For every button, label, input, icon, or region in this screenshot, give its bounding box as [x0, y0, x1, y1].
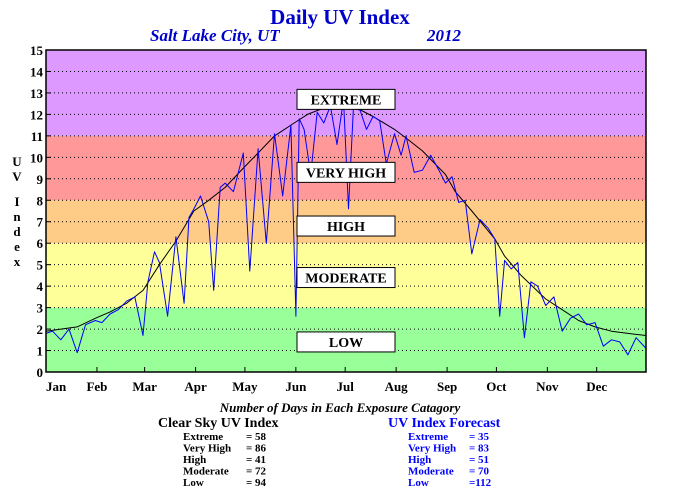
category-label-group: EXTREME VERY HIGH HIGH MODERATE LOW — [296, 88, 396, 353]
counts-row-label: Extreme — [408, 431, 448, 443]
category-label-extreme: EXTREME — [296, 88, 396, 110]
y-axis-label-letter: n — [13, 209, 21, 224]
y-tick-label: 1 — [37, 344, 44, 359]
counts-row-value: = 70 — [469, 466, 490, 478]
counts-row-label: High — [183, 454, 206, 466]
y-tick-label: 8 — [37, 193, 44, 208]
counts-row-value: = 72 — [246, 466, 267, 478]
category-label-box — [296, 331, 396, 353]
x-tick-label: Feb — [86, 379, 107, 394]
category-label-box — [296, 88, 396, 110]
counts-row-label: Extreme — [183, 431, 223, 443]
counts-row-value: = 83 — [469, 443, 490, 455]
counts-row-label: Very High — [183, 443, 231, 455]
y-tick-label: 14 — [30, 64, 44, 79]
x-tick-label: Nov — [536, 379, 559, 394]
x-tick-label: Jun — [285, 379, 307, 394]
y-tick-label: 15 — [30, 43, 44, 58]
category-label-very-high: VERY HIGH — [296, 161, 396, 183]
counts-row-label: Low — [183, 477, 204, 489]
plot-frame — [45, 49, 647, 373]
x-tick-label: Sep — [437, 379, 457, 394]
y-tick-label: 9 — [37, 172, 44, 187]
x-tick-label: May — [232, 379, 258, 394]
y-tick-label: 12 — [30, 107, 43, 122]
category-label-text: EXTREME — [311, 93, 382, 108]
y-tick-label: 11 — [31, 129, 43, 144]
y-axis-label-letter: d — [13, 224, 21, 239]
category-label-box — [296, 267, 396, 289]
category-label-text: MODERATE — [305, 272, 386, 287]
counts-heading: UV Index Forecast — [388, 416, 501, 431]
counts-row-value: = 58 — [246, 431, 267, 443]
y-axis-label-letter: U — [12, 154, 22, 169]
x-tick-label: Aug — [385, 379, 409, 394]
chart-subtitle-location: Salt Lake City, UT — [150, 26, 280, 45]
category-label-low: LOW — [296, 331, 396, 353]
y-tick-label: 4 — [37, 279, 44, 294]
y-tick-label: 13 — [30, 86, 44, 101]
y-tick-label: 2 — [37, 322, 44, 337]
y-axis-label-letter: x — [14, 254, 21, 269]
counts-row-label: Low — [408, 477, 429, 489]
y-axis-label-letter: I — [14, 194, 19, 209]
chart-title: Daily UV Index — [270, 5, 410, 29]
counts-row-value: =112 — [469, 477, 492, 489]
y-axis-label-letter: e — [14, 239, 20, 254]
y-tick-label: 10 — [30, 150, 43, 165]
y-tick-label: 3 — [37, 301, 44, 316]
counts-row-label: High — [408, 454, 431, 466]
category-label-box — [296, 161, 396, 183]
x-tick-label: Apr — [184, 379, 207, 394]
y-tick-label: 7 — [37, 215, 44, 230]
chart-subtitle-year: 2012 — [426, 26, 462, 45]
x-tick-label: Oct — [486, 379, 507, 394]
counts-row-value: = 86 — [246, 443, 267, 455]
counts-row-value: = 35 — [469, 431, 490, 443]
y-tick-label: 0 — [37, 365, 44, 380]
category-label-moderate: MODERATE — [296, 267, 396, 289]
counts-row-label: Moderate — [183, 466, 229, 478]
counts-row-label: Very High — [408, 443, 456, 455]
counts-title: Number of Days in Each Exposure Catagory — [219, 400, 461, 415]
category-label-text: LOW — [329, 336, 363, 351]
y-tick-label: 6 — [37, 236, 44, 251]
counts-heading: Clear Sky UV Index — [158, 416, 278, 431]
x-tick-label: Mar — [132, 379, 157, 394]
y-axis-label-letter: V — [12, 169, 22, 184]
category-label-high: HIGH — [296, 215, 396, 237]
counts-row-value: = 94 — [246, 477, 267, 489]
category-label-text: HIGH — [327, 220, 365, 235]
y-tick-label: 5 — [37, 258, 44, 273]
counts-row-value: = 41 — [246, 454, 266, 466]
category-label-box — [296, 215, 396, 237]
counts-row-label: Moderate — [408, 466, 454, 478]
counts-row-value: = 51 — [469, 454, 489, 466]
x-tick-label: Dec — [586, 379, 607, 394]
category-label-text: VERY HIGH — [306, 166, 386, 181]
x-tick-label: Jul — [337, 379, 355, 394]
x-tick-label: Jan — [46, 379, 67, 394]
x-axis-ticks: Jan Feb Mar Apr May Jun Jul Aug Sep Oct Nov Dec — [45, 367, 607, 394]
